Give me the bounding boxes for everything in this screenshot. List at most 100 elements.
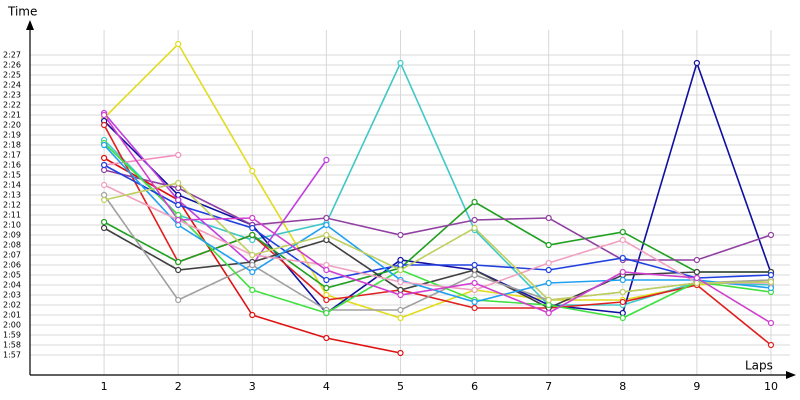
y-tick-label: 2:16 (3, 161, 21, 170)
y-tick-label: 2:11 (3, 211, 21, 220)
data-point (767, 271, 775, 279)
y-axis-label: Time (7, 5, 37, 19)
data-point (175, 191, 182, 199)
data-point (249, 231, 256, 239)
y-tick-label: 2:00 (3, 321, 21, 330)
data-point (471, 224, 478, 232)
data-point (100, 191, 108, 199)
data-point (100, 181, 108, 189)
data-point (545, 279, 552, 287)
data-point (175, 211, 182, 219)
data-point (249, 224, 256, 232)
data-point (693, 274, 700, 282)
data-point (249, 268, 256, 276)
data-point (175, 151, 182, 159)
data-point (471, 271, 478, 279)
data-point (323, 284, 330, 292)
series-line (103, 144, 772, 303)
y-tick-label: 2:22 (3, 101, 21, 110)
data-point (693, 279, 700, 287)
data-point (175, 179, 182, 187)
data-point (323, 309, 330, 317)
data-point (397, 314, 404, 322)
data-point (100, 161, 108, 169)
data-point (175, 40, 182, 48)
data-point (397, 286, 404, 294)
y-tick-label: 2:25 (3, 71, 21, 80)
data-point (249, 311, 256, 319)
series-line (103, 164, 772, 281)
y-tick-label: 2:12 (3, 201, 21, 210)
data-point (100, 196, 108, 204)
data-point (249, 236, 256, 244)
data-point (323, 296, 330, 304)
y-tick-label: 2:27 (3, 51, 21, 60)
data-point (249, 251, 256, 259)
y-tick-label: 2:15 (3, 171, 21, 180)
data-point (397, 256, 404, 264)
data-point (100, 224, 108, 232)
data-point (323, 221, 330, 229)
y-tick-label: 2:17 (3, 151, 21, 160)
data-point (545, 266, 552, 274)
data-point (693, 256, 700, 264)
x-tick-label: 6 (471, 380, 478, 393)
y-tick-label: 2:24 (3, 81, 21, 90)
data-point (100, 111, 108, 119)
x-tick-label: 10 (764, 380, 778, 393)
y-axis-arrow (26, 20, 34, 30)
data-point (471, 266, 478, 274)
series-line (103, 184, 771, 291)
data-point (323, 156, 330, 164)
data-point (397, 278, 404, 286)
data-point (471, 298, 478, 306)
data-point (693, 59, 700, 67)
x-tick-label: 3 (249, 380, 256, 393)
y-tick-label: 2:05 (3, 271, 21, 280)
x-tick-label: 7 (545, 380, 552, 393)
data-point (397, 59, 404, 67)
data-point (175, 258, 182, 266)
data-point (323, 231, 330, 239)
series-line (103, 154, 179, 166)
series-line (103, 112, 328, 267)
data-point (619, 298, 626, 306)
data-point (100, 218, 108, 226)
data-point (471, 198, 478, 206)
data-point (323, 261, 330, 269)
x-tick-label: 8 (619, 380, 626, 393)
y-tick-label: 2:19 (3, 131, 21, 140)
data-point (100, 141, 108, 149)
series-line (103, 142, 772, 319)
x-tick-label: 5 (397, 380, 404, 393)
data-point (545, 241, 552, 249)
data-point (619, 228, 626, 236)
data-point (249, 286, 256, 294)
data-point (323, 236, 330, 244)
data-point (100, 121, 108, 129)
data-point (619, 288, 626, 296)
data-point (471, 279, 478, 287)
y-tick-label: 2:01 (3, 311, 21, 320)
y-tick-label: 2:21 (3, 111, 21, 120)
data-point (619, 236, 626, 244)
x-tick-label: 4 (323, 380, 330, 393)
y-tick-label: 2:08 (3, 241, 21, 250)
data-point (323, 334, 330, 342)
data-point (323, 266, 330, 274)
y-tick-label: 2:04 (3, 281, 21, 290)
data-point (175, 266, 182, 274)
series-line (103, 227, 771, 309)
data-point (471, 261, 478, 269)
series-line (103, 169, 772, 261)
y-tick-label: 2:10 (3, 221, 21, 230)
y-tick-label: 2:26 (3, 61, 21, 70)
data-point (175, 184, 182, 192)
data-point (767, 231, 775, 239)
data-point (545, 296, 552, 304)
x-axis-label: Laps (745, 359, 773, 373)
y-tick-label: 2:23 (3, 91, 21, 100)
data-point (619, 314, 626, 322)
series-line (103, 42, 772, 319)
